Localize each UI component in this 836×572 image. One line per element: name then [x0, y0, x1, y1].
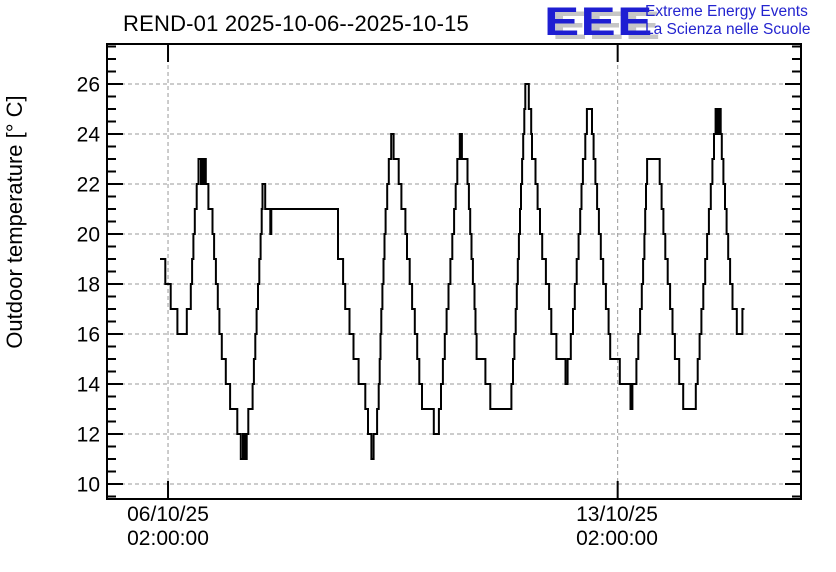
y-tick-label: 18 [77, 274, 100, 297]
y-tick-label: 14 [77, 374, 101, 397]
plot-frame [106, 43, 802, 500]
y-tick-label: 20 [77, 224, 100, 247]
y-tick-label: 12 [77, 424, 100, 447]
y-tick-label: 22 [77, 174, 100, 197]
eee-logo: EEE [544, 0, 654, 44]
y-tick-label: 24 [77, 124, 101, 147]
temperature-step-line [160, 83, 745, 460]
x-tick-time: 02:00:00 [127, 526, 209, 550]
x-tick-date: 06/10/25 [127, 503, 209, 526]
y-tick-label: 26 [77, 74, 100, 97]
y-tick-label: 16 [77, 324, 100, 347]
x-tick-date: 13/10/25 [576, 503, 658, 526]
y-tick-label: 10 [77, 474, 100, 497]
x-tick-time: 02:00:00 [576, 526, 658, 550]
eee-logo-line1: Extreme Energy Events [645, 3, 808, 20]
chart-title: REND-01 2025-10-06--2025-10-15 [123, 11, 469, 36]
x-tick-label-1: 13/10/25 02:00:00 [537, 503, 697, 550]
eee-logo-line2: La Scienza nelle Scuole [645, 21, 811, 38]
x-tick-label-0: 06/10/25 02:00:00 [88, 503, 248, 550]
eee-logo-caption: Extreme Energy Events La Scienza nelle S… [645, 3, 810, 39]
